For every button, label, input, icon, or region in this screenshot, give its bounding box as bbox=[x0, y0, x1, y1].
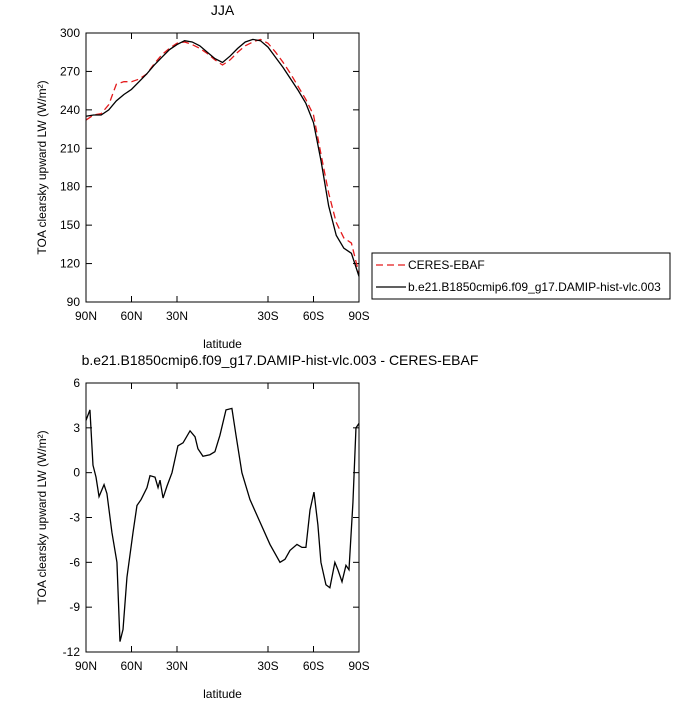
x-tick-label: 30N bbox=[166, 309, 188, 323]
x-tick-label: 30S bbox=[257, 309, 278, 323]
y-tick-label: 210 bbox=[60, 141, 80, 155]
x-tick-label: 60S bbox=[303, 309, 324, 323]
x-tick-label: 90N bbox=[75, 309, 97, 323]
x-tick-label: 90N bbox=[75, 659, 97, 673]
x-tick-label: 30N bbox=[166, 659, 188, 673]
x-axis-label: latitude bbox=[203, 337, 242, 351]
x-axis-label: latitude bbox=[203, 687, 242, 700]
y-tick-label: 90 bbox=[67, 295, 81, 309]
y-tick-label: 150 bbox=[60, 218, 80, 232]
y-tick-label: -3 bbox=[69, 511, 80, 525]
x-tick-label: 60N bbox=[120, 309, 142, 323]
data-line bbox=[85, 38, 360, 277]
y-tick-label: 0 bbox=[73, 466, 80, 480]
data-line bbox=[85, 407, 360, 642]
y-tick-label: -12 bbox=[63, 645, 81, 659]
y-tick-label: 270 bbox=[60, 64, 80, 78]
y-tick-label: 3 bbox=[73, 421, 80, 435]
y-axis-label: TOA clearsky upward LW (W/m²) bbox=[35, 80, 49, 254]
y-axis-label: TOA clearsky upward LW (W/m²) bbox=[35, 430, 49, 604]
y-tick-label: 120 bbox=[60, 257, 80, 271]
x-tick-label: 60S bbox=[303, 659, 324, 673]
legend-label: b.e21.B1850cmip6.f09_g17.DAMIP-hist-vlc.… bbox=[408, 280, 661, 294]
x-tick-label: 60N bbox=[120, 659, 142, 673]
y-tick-label: 240 bbox=[60, 103, 80, 117]
data-line bbox=[85, 38, 360, 274]
x-tick-label: 30S bbox=[257, 659, 278, 673]
x-tick-label: 90S bbox=[348, 309, 369, 323]
y-tick-label: 180 bbox=[60, 180, 80, 194]
plot-frame bbox=[85, 32, 360, 303]
chart-title: b.e21.B1850cmip6.f09_g17.DAMIP-hist-vlc.… bbox=[82, 352, 479, 368]
chart-title: JJA bbox=[211, 2, 235, 18]
y-tick-label: -9 bbox=[69, 600, 80, 614]
x-tick-label: 90S bbox=[348, 659, 369, 673]
y-tick-label: -6 bbox=[69, 555, 80, 569]
plot-frame bbox=[85, 382, 360, 653]
legend-box bbox=[371, 252, 671, 300]
y-tick-label: 6 bbox=[73, 376, 80, 390]
y-tick-label: 300 bbox=[60, 26, 80, 40]
legend-label: CERES-EBAF bbox=[408, 258, 485, 272]
